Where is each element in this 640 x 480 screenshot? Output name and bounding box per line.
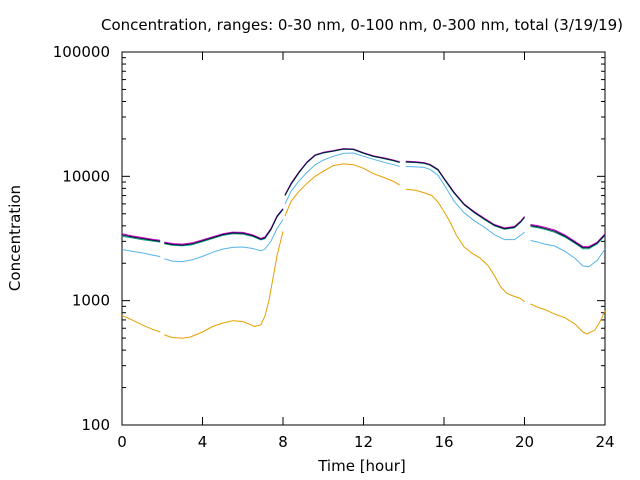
series-line [530, 303, 606, 335]
series-line [164, 209, 284, 247]
series-line [405, 166, 525, 241]
series-line [121, 235, 161, 243]
y-tick-label: 100000 [53, 43, 110, 61]
series-1 [121, 163, 606, 339]
series-3 [121, 148, 606, 250]
series-line [530, 240, 606, 268]
x-tick-label: 4 [198, 433, 208, 451]
series-line [405, 161, 525, 230]
series-line [405, 161, 525, 230]
series-5 [121, 148, 606, 249]
plot-frame [121, 51, 606, 426]
series-line [405, 160, 525, 229]
series-4 [121, 148, 606, 248]
series-line [284, 148, 400, 196]
series-line [121, 234, 161, 242]
y-tick-label: 10000 [62, 167, 110, 185]
series-line [284, 152, 400, 205]
series-line [164, 208, 284, 246]
y-tick-label: 100 [81, 416, 110, 434]
x-tick-label: 0 [117, 433, 127, 451]
y-tick-label: 1000 [72, 292, 110, 310]
axis-ticks: 0 4 8 12 16 20 24 100 1000 10000 100000 [53, 43, 615, 451]
x-tick-label: 8 [278, 433, 288, 451]
x-axis-label: Time [hour] [317, 457, 406, 475]
series-line [121, 249, 161, 258]
series-line [405, 188, 525, 303]
series-line [164, 219, 284, 263]
x-tick-label: 16 [434, 433, 453, 451]
series-line [530, 226, 606, 250]
y-axis-label: Concentration [6, 185, 24, 291]
series-line [121, 315, 161, 333]
series-layer [121, 148, 606, 339]
x-tick-label: 20 [515, 433, 534, 451]
series-line [530, 225, 606, 249]
series-line [284, 163, 400, 217]
x-tick-label: 12 [354, 433, 373, 451]
chart-title: Concentration, ranges: 0-30 nm, 0-100 nm… [101, 16, 623, 34]
x-tick-label: 24 [595, 433, 614, 451]
series-2 [121, 152, 606, 268]
series-line [530, 224, 606, 248]
series-line [121, 233, 161, 241]
series-line [164, 231, 284, 339]
